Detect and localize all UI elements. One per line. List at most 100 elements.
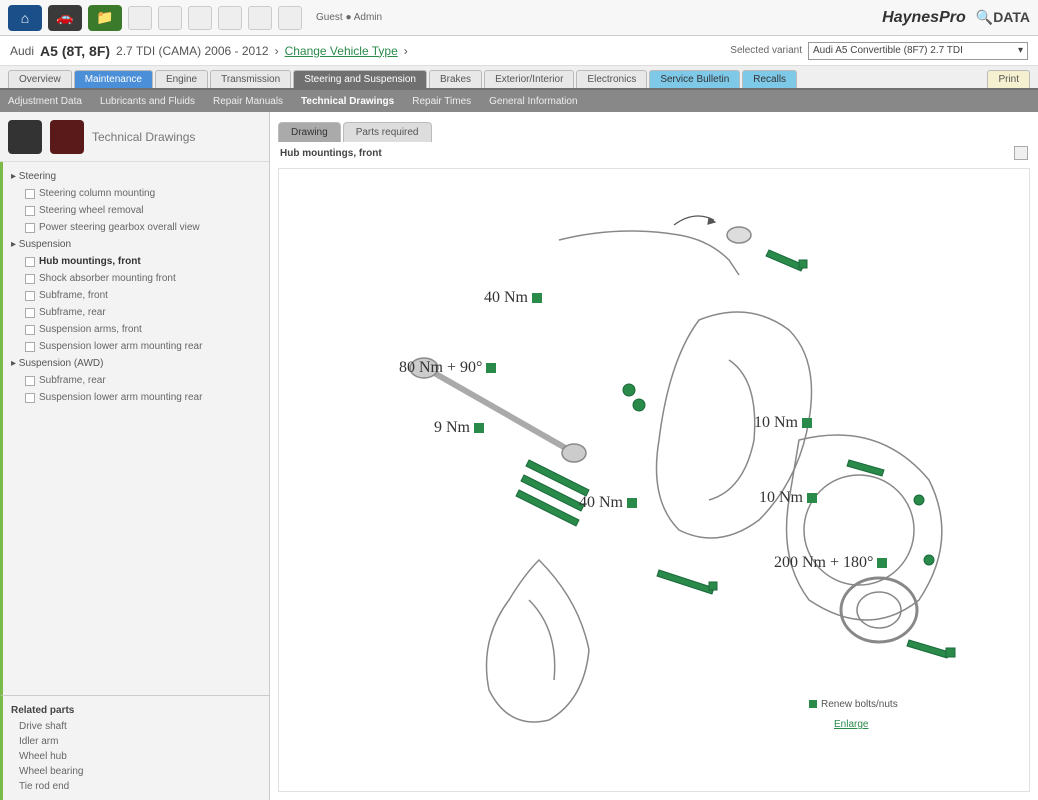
related-item[interactable]: Wheel bearing (7, 764, 265, 779)
tree-group[interactable]: ▸ Steering (7, 168, 265, 185)
tab-maintenance[interactable]: Maintenance (74, 70, 153, 88)
tree-item[interactable]: Steering wheel removal (7, 202, 265, 219)
tool-button-4[interactable] (218, 6, 242, 30)
torque-label: 40 Nm (579, 494, 637, 512)
tree-item-label: Suspension lower arm mounting rear (39, 341, 202, 352)
variant-select[interactable]: Audi A5 Convertible (8F7) 2.7 TDI ▾ (808, 42, 1028, 60)
subtab-lubricants-and-fluids[interactable]: Lubricants and Fluids (100, 96, 195, 107)
tab-transmission[interactable]: Transmission (210, 70, 291, 88)
brand-sub: 🔍DATA (976, 9, 1030, 26)
tree-item[interactable]: Hub mountings, front (7, 253, 265, 270)
tree-item[interactable]: Subframe, rear (7, 372, 265, 389)
tree-item[interactable]: Suspension lower arm mounting rear (7, 389, 265, 406)
tree-item[interactable]: Suspension arms, front (7, 321, 265, 338)
torque-label: 10 Nm (754, 414, 812, 432)
tree-item[interactable]: Shock absorber mounting front (7, 270, 265, 287)
related-label: Idler arm (19, 736, 58, 747)
subtab-adjustment-data[interactable]: Adjustment Data (8, 96, 82, 107)
tree-item-label: Steering column mounting (39, 188, 155, 199)
tool-button-6[interactable] (278, 6, 302, 30)
tree-item-label: Shock absorber mounting front (39, 273, 176, 284)
torque-label: 10 Nm (759, 489, 817, 507)
checkbox-icon[interactable] (25, 291, 35, 301)
tab-brakes[interactable]: Brakes (429, 70, 482, 88)
checkbox-icon[interactable] (25, 206, 35, 216)
tree-item-label: Power steering gearbox overall view (39, 222, 200, 233)
tool-button-5[interactable] (248, 6, 272, 30)
drawing-icon-2 (50, 120, 84, 154)
checkbox-icon[interactable] (25, 393, 35, 403)
tab-exterior-interior[interactable]: Exterior/Interior (484, 70, 574, 88)
expand-icon[interactable] (1014, 146, 1028, 160)
checkbox-icon[interactable] (25, 189, 35, 199)
checkbox-icon[interactable] (25, 376, 35, 386)
tree-item-label: Subframe, front (39, 290, 108, 301)
subtab-repair-times[interactable]: Repair Times (412, 96, 471, 107)
tab-engine[interactable]: Engine (155, 70, 208, 88)
checkbox-icon[interactable] (25, 342, 35, 352)
tree-item[interactable]: Subframe, rear (7, 304, 265, 321)
subtab-repair-manuals[interactable]: Repair Manuals (213, 96, 283, 107)
tree-item[interactable]: Power steering gearbox overall view (7, 219, 265, 236)
tool-button-3[interactable] (188, 6, 212, 30)
panel-tabs: DrawingParts required (270, 112, 1038, 142)
tree-item-label: Suspension lower arm mounting rear (39, 392, 202, 403)
diagram[interactable]: 40 Nm80 Nm + 90°9 Nm10 Nm40 Nm10 Nm200 N… (278, 168, 1030, 792)
chevron-down-icon: ▾ (1018, 45, 1023, 56)
tree-item[interactable]: Subframe, front (7, 287, 265, 304)
main-tabs: OverviewMaintenanceEngineTransmissionSte… (0, 66, 1038, 90)
checkbox-icon[interactable] (25, 274, 35, 284)
tab-service-bulletin[interactable]: Service Bulletin (649, 70, 740, 88)
tree-item-label: Suspension arms, front (39, 324, 142, 335)
related-parts: Related parts Drive shaft Idler arm Wheel … (0, 695, 269, 800)
tree-group[interactable]: ▸ Suspension (7, 236, 265, 253)
related-label: Tie rod end (19, 781, 69, 792)
home-icon[interactable]: ⌂ (8, 5, 42, 31)
change-vehicle-link[interactable]: Change Vehicle Type (285, 44, 398, 58)
tree-item-label: Steering wheel removal (39, 205, 144, 216)
tree-item[interactable]: Steering column mounting (7, 185, 265, 202)
tree-group[interactable]: ▸ Suspension (AWD) (7, 355, 265, 372)
print-button[interactable]: Print (987, 70, 1030, 88)
related-title: Related parts (7, 702, 265, 719)
model-label: A5 (8T, 8F) (40, 43, 110, 59)
checkbox-icon[interactable] (25, 223, 35, 233)
tool-button-1[interactable] (128, 6, 152, 30)
sidebar-title: Technical Drawings (92, 130, 195, 144)
related-item[interactable]: Drive shaft (7, 719, 265, 734)
subtab-general-information[interactable]: General Information (489, 96, 577, 107)
related-item[interactable]: Wheel hub (7, 749, 265, 764)
sidebar-header: Technical Drawings (0, 112, 269, 162)
user-label: Guest ● Admin (316, 12, 382, 23)
checkbox-icon[interactable] (25, 257, 35, 267)
enlarge-link[interactable]: Enlarge (834, 719, 868, 730)
tree-item[interactable]: Suspension lower arm mounting rear (7, 338, 265, 355)
content-area: Technical Drawings ▸ Steering Steering co… (0, 112, 1038, 800)
engine-label: 2.7 TDI (CAMA) 2006 - 2012 (116, 44, 269, 58)
tab-electronics[interactable]: Electronics (576, 70, 647, 88)
tab-recalls[interactable]: Recalls (742, 70, 797, 88)
variant-value: Audi A5 Convertible (8F7) 2.7 TDI (813, 45, 963, 56)
tree-item-label: Subframe, rear (39, 307, 106, 318)
checkbox-icon[interactable] (25, 325, 35, 335)
drawing-svg (279, 169, 1029, 791)
tab-overview[interactable]: Overview (8, 70, 72, 88)
panel-tab-drawing[interactable]: Drawing (278, 122, 341, 142)
torque-label: 40 Nm (484, 289, 542, 307)
selected-variant-label: Selected variant (730, 45, 802, 56)
panel-tab-parts-required[interactable]: Parts required (343, 122, 432, 142)
torque-label: 80 Nm + 90° (399, 359, 496, 377)
drawing-icon (8, 120, 42, 154)
legend: Renew bolts/nuts (809, 699, 898, 710)
related-item[interactable]: Idler arm (7, 734, 265, 749)
related-item[interactable]: Tie rod end (7, 779, 265, 794)
checkbox-icon[interactable] (25, 308, 35, 318)
legend-swatch (809, 700, 817, 708)
vehicle-icon[interactable]: 🚗 (48, 5, 82, 31)
tool-button-2[interactable] (158, 6, 182, 30)
related-label: Wheel bearing (19, 766, 83, 777)
related-label: Drive shaft (19, 721, 67, 732)
tab-steering-and-suspension[interactable]: Steering and Suspension (293, 70, 427, 88)
folder-icon[interactable]: 📁 (88, 5, 122, 31)
subtab-technical-drawings[interactable]: Technical Drawings (301, 96, 394, 107)
